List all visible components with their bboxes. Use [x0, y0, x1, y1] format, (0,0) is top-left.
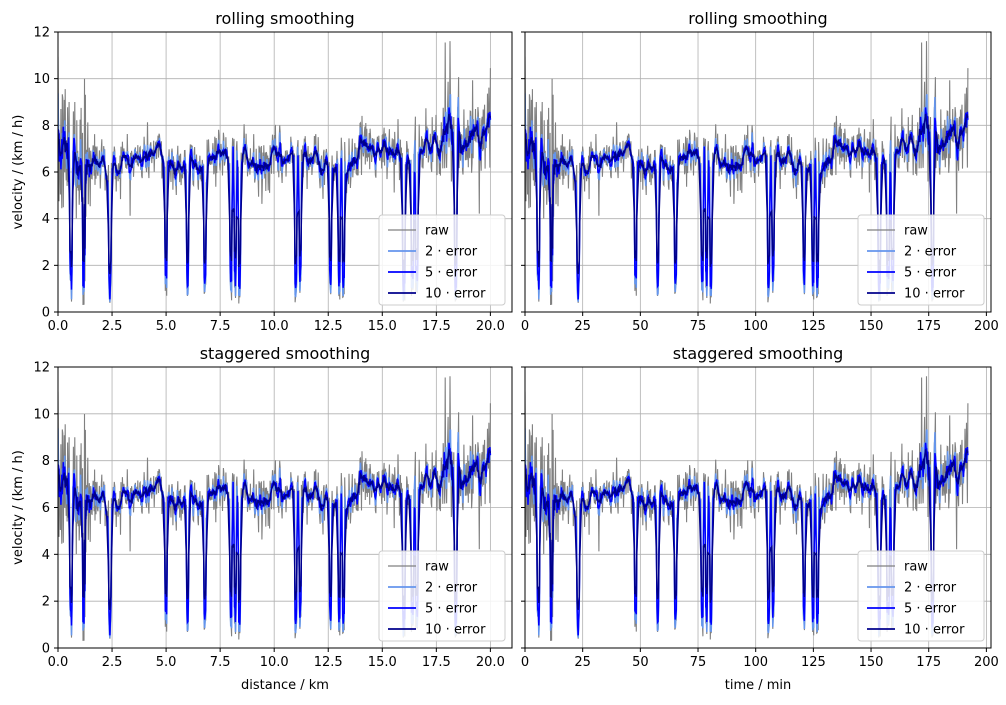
x-tick-label: 15.0: [368, 655, 397, 670]
legend-label: 5 · error: [904, 602, 957, 617]
legend: raw 2 · error 5 · error 10 · error: [378, 550, 506, 642]
x-tick-label: 150: [859, 655, 884, 670]
x-tick-label: 15.0: [368, 319, 397, 334]
x-tick-label: 175: [916, 655, 941, 670]
y-tick-label: 8: [42, 454, 50, 469]
legend: raw 2 · error 5 · error 10 · error: [378, 214, 506, 306]
x-tick-label: 17.5: [422, 319, 451, 334]
x-tick-label: 25: [574, 319, 591, 334]
legend-label: raw: [904, 560, 928, 575]
x-tick-label: 7.5: [210, 655, 231, 670]
legend-box: [857, 550, 985, 642]
x-tick-label: 5.0: [156, 655, 177, 670]
series-line-4: [58, 113, 492, 275]
y-axis-label: velocity / (km / h): [11, 450, 26, 565]
legend-label: 10 · error: [904, 623, 965, 638]
x-tick-label: 17.5: [422, 655, 451, 670]
x-tick-label: 2.5: [102, 655, 123, 670]
subplot-4: 0 25 50 75 100 125 150 175 200 staggered smoothin…: [521, 344, 999, 693]
legend-label: 10 · error: [425, 287, 486, 302]
legend-label: raw: [425, 560, 449, 575]
subplot-title: rolling smoothing: [215, 9, 354, 28]
x-tick-label: 175: [916, 319, 941, 334]
subplot-title: rolling smoothing: [688, 9, 827, 28]
y-tick-label: 6: [42, 166, 50, 181]
legend-label: 2 · error: [425, 245, 478, 260]
x-tick-label: 7.5: [210, 319, 231, 334]
subplot-2: 0 25 50 75 100 125 150 175 200 rolling smoothing r…: [521, 9, 999, 334]
y-tick-label: 12: [33, 26, 50, 41]
x-axis-label: time / min: [725, 678, 792, 693]
x-tick-label: 0.0: [48, 319, 69, 334]
y-tick-label: 2: [42, 259, 50, 274]
x-tick-label: 0: [521, 319, 529, 334]
x-tick-label: 125: [801, 319, 826, 334]
x-tick-label: 75: [690, 655, 707, 670]
series-line-4: [525, 449, 969, 611]
x-tick-label: 20.0: [476, 655, 505, 670]
subplot-1: 0.0 2.5 5.0 7.5 10.0 12.5 15.0 17.5 20.0 0 2 4 6 8 10 1…: [11, 9, 513, 334]
x-tick-label: 50: [632, 655, 649, 670]
x-tick-label: 50: [632, 319, 649, 334]
x-tick-label: 0: [521, 655, 529, 670]
y-tick-label: 0: [42, 642, 50, 657]
x-tick-label: 200: [974, 319, 999, 334]
series-line-4: [58, 449, 492, 611]
legend-label: 5 · error: [425, 602, 478, 617]
legend: raw 2 · error 5 · error 10 · error: [857, 550, 985, 642]
legend-box: [378, 550, 506, 642]
legend-label: raw: [904, 224, 928, 239]
x-tick-label: 200: [974, 655, 999, 670]
x-tick-label: 25: [574, 655, 591, 670]
x-tick-label: 125: [801, 655, 826, 670]
legend-label: 5 · error: [425, 266, 478, 281]
y-tick-label: 2: [42, 595, 50, 610]
legend-label: raw: [425, 224, 449, 239]
y-tick-label: 10: [33, 407, 50, 422]
subplot-title: staggered smoothing: [673, 344, 844, 363]
legend-box: [378, 214, 506, 306]
legend-label: 10 · error: [904, 287, 965, 302]
x-tick-label: 2.5: [102, 319, 123, 334]
x-tick-label: 100: [743, 655, 768, 670]
y-tick-label: 10: [33, 72, 50, 87]
x-tick-label: 20.0: [476, 319, 505, 334]
x-axis-label: distance / km: [241, 678, 329, 693]
x-tick-label: 75: [690, 319, 707, 334]
legend-label: 5 · error: [904, 266, 957, 281]
y-tick-label: 0: [42, 306, 50, 321]
y-tick-label: 8: [42, 119, 50, 134]
subplot-3: 0.0 2.5 5.0 7.5 10.0 12.5 15.0 17.5 20.0 0 2 4 6 8 10 1…: [11, 344, 513, 693]
x-tick-label: 0.0: [48, 655, 69, 670]
legend-label: 2 · error: [904, 581, 957, 596]
x-tick-label: 5.0: [156, 319, 177, 334]
legend-box: [857, 214, 985, 306]
x-tick-label: 12.5: [314, 655, 343, 670]
y-tick-label: 12: [33, 361, 50, 376]
y-tick-label: 6: [42, 501, 50, 516]
x-tick-label: 10.0: [260, 655, 289, 670]
x-tick-label: 10.0: [260, 319, 289, 334]
x-tick-label: 100: [743, 319, 768, 334]
legend: raw 2 · error 5 · error 10 · error: [857, 214, 985, 306]
legend-label: 2 · error: [904, 245, 957, 260]
legend-label: 2 · error: [425, 581, 478, 596]
x-tick-label: 12.5: [314, 319, 343, 334]
series-line-4: [525, 113, 969, 275]
legend-label: 10 · error: [425, 623, 486, 638]
subplot-title: staggered smoothing: [200, 344, 371, 363]
y-tick-label: 4: [42, 212, 50, 227]
y-tick-label: 4: [42, 548, 50, 563]
y-axis-label: velocity / (km / h): [11, 115, 26, 230]
x-tick-label: 150: [859, 319, 884, 334]
